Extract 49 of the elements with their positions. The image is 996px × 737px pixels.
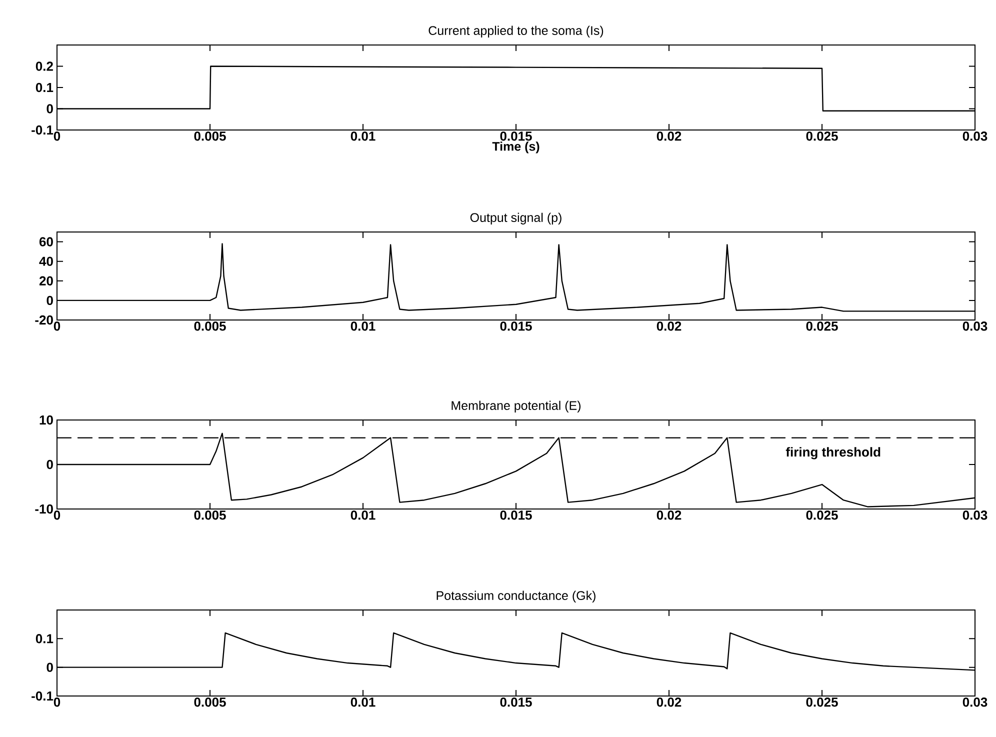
x-tick-label: 0.015 bbox=[500, 510, 532, 520]
x-tick-label: 0.005 bbox=[194, 510, 226, 520]
x-tick-label: 0.03 bbox=[962, 698, 988, 707]
x-tick-label: 0.005 bbox=[194, 698, 226, 707]
x-tick-label: 0.01 bbox=[350, 510, 376, 520]
x-tick-label: 0.03 bbox=[962, 132, 988, 141]
y-tick-label: 10 bbox=[40, 415, 53, 425]
x-tick-label: 0.005 bbox=[194, 132, 226, 141]
x-tick-label: 0.025 bbox=[806, 132, 838, 141]
y-tick-label: 60 bbox=[39, 237, 53, 246]
x-tick-label: 0.015 bbox=[500, 132, 532, 141]
y-tick-label: 0 bbox=[46, 662, 53, 672]
chart-title: Current applied to the soma (Is) bbox=[428, 26, 604, 38]
x-tick-label: 0.01 bbox=[350, 132, 376, 141]
x-tick-label: 0.025 bbox=[806, 698, 838, 707]
x-tick-label: 0 bbox=[54, 322, 60, 331]
y-tick-label: 20 bbox=[39, 276, 53, 286]
y-tick-label: -0.1 bbox=[32, 125, 54, 135]
y-tick-label: 0.2 bbox=[36, 62, 53, 71]
y-tick-label: 0.1 bbox=[36, 634, 54, 644]
y-tick-label: -20 bbox=[35, 315, 53, 325]
x-tick-label: 0.03 bbox=[962, 322, 988, 331]
x-axis-title: Time (s) bbox=[492, 142, 540, 154]
x-tick-label: 0 bbox=[54, 698, 60, 707]
y-tick-label: 0 bbox=[46, 104, 53, 114]
x-tick-label: 0.015 bbox=[500, 322, 532, 331]
x-tick-label: 0.01 bbox=[350, 698, 376, 707]
y-tick-label: 0.1 bbox=[36, 82, 54, 92]
y-tick-label: 40 bbox=[39, 256, 53, 266]
y-tick-label: -10 bbox=[35, 504, 53, 514]
chart-title: Membrane potential (E) bbox=[452, 400, 581, 412]
x-tick-label: 0.025 bbox=[806, 322, 838, 331]
x-tick-label: 0.02 bbox=[656, 510, 682, 520]
x-tick-label: 0.02 bbox=[656, 132, 682, 141]
x-tick-label: 0 bbox=[54, 132, 60, 141]
x-tick-label: 0.005 bbox=[194, 322, 226, 331]
x-tick-label: 0.01 bbox=[350, 322, 376, 331]
y-tick-label: 0 bbox=[46, 460, 53, 470]
chart-title: Potassium conductance (Gk) bbox=[436, 590, 596, 602]
y-tick-label: -0.1 bbox=[32, 691, 54, 701]
y-tick-label: 0 bbox=[46, 296, 53, 306]
x-tick-label: 0.02 bbox=[656, 698, 682, 707]
x-tick-label: 0.015 bbox=[500, 698, 532, 707]
ref-line-label: firing threshold bbox=[786, 447, 880, 460]
x-tick-label: 0.025 bbox=[806, 510, 838, 520]
x-tick-label: 0 bbox=[54, 510, 60, 520]
x-tick-label: 0.02 bbox=[656, 322, 682, 331]
x-tick-label: 0.03 bbox=[962, 510, 988, 520]
chart-title: Output signal (p) bbox=[470, 212, 562, 224]
